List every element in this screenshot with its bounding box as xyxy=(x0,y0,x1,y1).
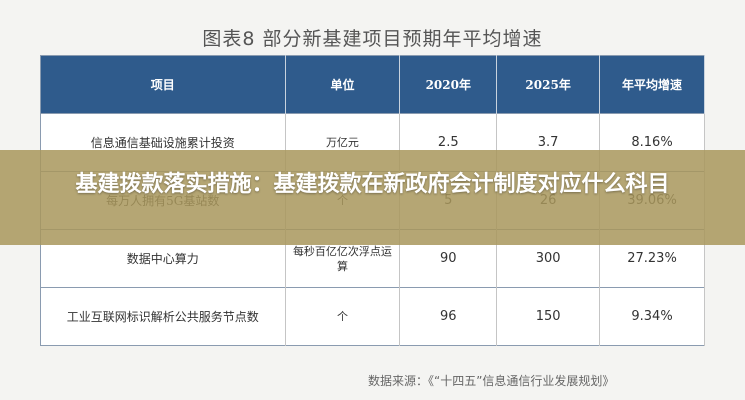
table-title: 图表8 部分新基建项目预期年平均增速 xyxy=(202,28,543,50)
column-header: 2020年 xyxy=(399,55,498,114)
column-header: 年平均增速 xyxy=(599,55,705,114)
header-row: 项目 单位 2020年 2025年 年平均增速 xyxy=(40,55,705,114)
column-header: 2025年 xyxy=(496,55,601,114)
table-cell: 150 xyxy=(496,287,601,346)
banner-headline: 基建拨款落实措施：基建拨款在新政府会计制度对应什么科目 xyxy=(75,172,670,197)
table-cell: 96 xyxy=(399,287,498,346)
table-cell: 9.34% xyxy=(599,287,705,346)
table-cell: 个 xyxy=(285,287,401,346)
column-header: 项目 xyxy=(40,55,286,114)
source-note: 数据来源：《“十四五”信息通信行业发展规划》 xyxy=(368,374,615,388)
column-header: 单位 xyxy=(285,55,401,114)
table-cell: 工业互联网标识解析公共服务节点数 xyxy=(40,287,286,346)
overlay-banner xyxy=(0,150,745,245)
table-row: 工业互联网标识解析公共服务节点数个 96 150 9.34% xyxy=(40,287,705,346)
